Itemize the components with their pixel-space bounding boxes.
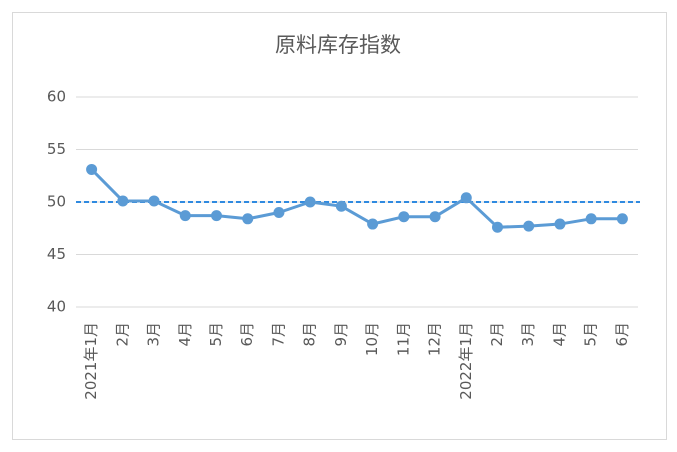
y-tick-label: 50	[47, 193, 66, 211]
x-tick-label: 3月	[145, 322, 163, 347]
y-tick-label: 45	[47, 245, 66, 263]
y-tick-label: 60	[47, 88, 66, 106]
data-point	[523, 220, 535, 232]
x-tick-label: 4月	[550, 322, 568, 347]
data-point	[429, 211, 441, 223]
data-point	[148, 195, 160, 207]
x-tick-label: 3月	[519, 322, 537, 347]
y-tick-label: 55	[47, 140, 66, 158]
x-tick-label: 6月	[238, 322, 256, 347]
x-tick-label: 11月	[394, 322, 412, 356]
x-tick-label: 2月	[488, 322, 506, 347]
data-point	[86, 163, 98, 175]
data-point	[211, 210, 222, 222]
x-tick-label: 6月	[613, 322, 631, 347]
x-tick-label: 5月	[207, 322, 225, 347]
x-tick-label: 9月	[332, 322, 350, 347]
x-tick-label: 5月	[582, 322, 600, 347]
data-point	[273, 207, 285, 218]
x-tick-label: 12月	[426, 322, 444, 356]
data-point	[554, 218, 566, 230]
data-point	[117, 195, 129, 207]
chart-frame	[12, 12, 667, 440]
data-point	[304, 196, 316, 208]
data-point	[179, 210, 191, 222]
y-tick-label: 40	[47, 298, 66, 316]
data-point	[616, 213, 628, 225]
data-point	[367, 218, 379, 230]
data-point	[242, 213, 254, 225]
x-tick-label: 4月	[176, 322, 194, 347]
data-point	[492, 221, 503, 233]
x-tick-label: 2022年1月	[457, 322, 475, 400]
x-tick-label: 10月	[363, 322, 381, 356]
chart-title: 原料库存指数	[275, 33, 401, 57]
x-tick-label: 7月	[269, 322, 287, 347]
x-tick-label: 2月	[113, 322, 131, 347]
x-tick-label: 8月	[301, 322, 319, 347]
x-tick-label: 2021年1月	[82, 322, 100, 400]
data-point	[460, 192, 472, 204]
data-point	[585, 213, 597, 225]
data-point	[335, 200, 347, 212]
data-point	[398, 211, 410, 223]
